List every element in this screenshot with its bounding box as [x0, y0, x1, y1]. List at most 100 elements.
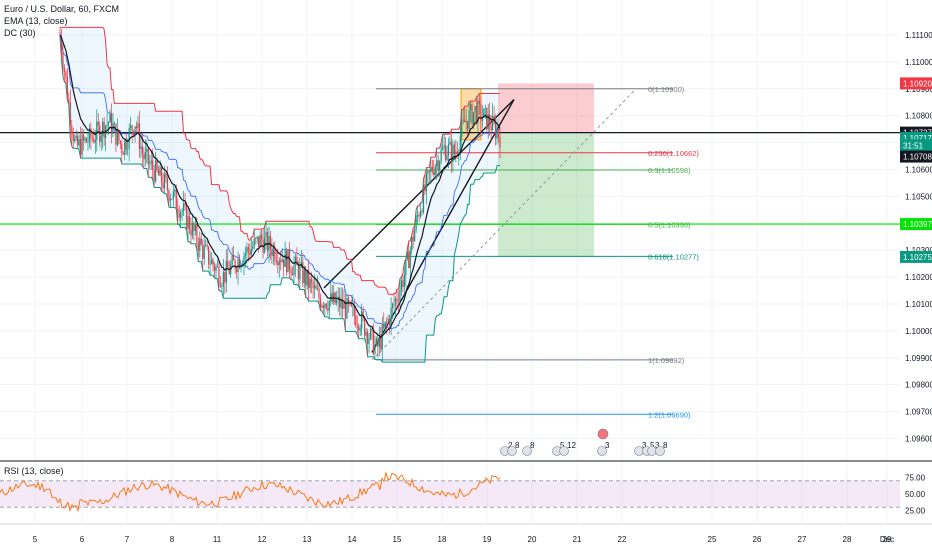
fib-label: 0.618(1.10277)	[648, 252, 699, 261]
candle-body	[210, 259, 213, 264]
candle-body	[243, 255, 245, 265]
candle-body	[208, 246, 210, 265]
candle-body	[456, 151, 458, 154]
candle-body	[233, 255, 235, 261]
candle-body	[425, 174, 428, 192]
candle-body	[187, 216, 189, 229]
candle-body	[194, 224, 196, 231]
candle-body	[185, 205, 188, 229]
candle-body	[493, 116, 495, 123]
candle-body	[180, 212, 182, 218]
candle-body	[396, 298, 398, 302]
candle-body	[293, 264, 295, 276]
candle-body	[224, 271, 226, 283]
candle-body	[450, 141, 453, 162]
candle-body	[394, 298, 397, 305]
candle-body	[216, 266, 219, 268]
candle-body	[297, 264, 299, 280]
event-count: 8	[515, 441, 520, 450]
candle-body	[63, 68, 66, 72]
dc-legend[interactable]: DC (30)	[4, 28, 36, 38]
candle-body	[302, 261, 304, 284]
candle-body	[431, 166, 433, 172]
candle-body	[215, 266, 217, 271]
candle-body	[393, 304, 395, 305]
x-tick-label: 26	[753, 535, 762, 544]
y-tick-label: 1.10100	[905, 300, 932, 309]
y-tick-label: 1.09800	[905, 381, 932, 390]
ema-legend[interactable]: EMA (13, close)	[4, 16, 68, 26]
candle-body	[336, 299, 338, 304]
y-tick-label: 1.10800	[905, 112, 932, 121]
candle-body	[269, 235, 272, 250]
candle-body	[141, 146, 144, 154]
candle-body	[377, 338, 379, 347]
x-tick-label: 21	[573, 535, 582, 544]
candle-body	[116, 129, 118, 145]
candle-body	[316, 288, 319, 290]
candle-body	[497, 130, 500, 137]
candle-body	[362, 311, 364, 318]
candle-body	[249, 250, 251, 255]
candle-body	[75, 135, 77, 139]
candle-body	[247, 247, 249, 251]
candle-body	[290, 269, 292, 274]
y-tick-label: 1.09600	[905, 434, 932, 443]
candle-body	[144, 151, 146, 160]
candle-body	[327, 308, 329, 311]
candle-body	[193, 223, 195, 231]
candle-body	[374, 344, 376, 354]
candle-body	[439, 161, 441, 171]
candle-body	[112, 124, 114, 134]
x-tick-label: 5	[33, 535, 38, 544]
candle-body	[106, 124, 108, 127]
candle-body	[259, 234, 261, 247]
candle-body	[212, 259, 214, 266]
candle-body	[234, 260, 236, 270]
candle-body	[174, 189, 176, 192]
candle-body	[277, 261, 279, 266]
candle-body	[481, 117, 483, 121]
event-count: 3	[605, 441, 610, 450]
candle-body	[71, 125, 73, 134]
candle-body	[265, 232, 267, 238]
candle-body	[321, 305, 323, 308]
candle-body	[371, 328, 373, 330]
event-flag-icon	[655, 446, 665, 456]
price-tag-label: 1.10920	[903, 79, 932, 88]
candle-body	[281, 259, 283, 262]
candle-body	[206, 245, 208, 247]
candle-body	[147, 148, 149, 165]
candle-body	[449, 141, 451, 145]
rsi-legend[interactable]: RSI (13, close)	[4, 466, 64, 476]
rsi-tick-label: 75.00	[905, 474, 926, 483]
event-count: 3	[642, 441, 647, 450]
price-tag-label: 1.10397	[903, 220, 932, 229]
candle-body	[94, 140, 96, 143]
candle-body	[499, 136, 501, 148]
x-tick-label: 15	[393, 535, 402, 544]
candle-body	[153, 169, 155, 182]
candle-body	[378, 336, 380, 347]
candle-body	[143, 153, 145, 160]
x-tick-label: 13	[303, 535, 312, 544]
candle-body	[190, 229, 192, 236]
candle-body	[294, 256, 297, 265]
x-tick-label: 18	[438, 535, 447, 544]
y-tick-label: 1.10500	[905, 192, 932, 201]
event-count: 8	[663, 441, 668, 450]
price-tag	[900, 150, 932, 163]
symbol-legend[interactable]: Euro / U.S. Dollar, 60, FXCM	[4, 4, 120, 14]
candle-body	[383, 325, 385, 328]
candle-body	[284, 250, 286, 267]
candle-body	[84, 138, 86, 141]
candle-body	[81, 134, 83, 155]
candle-body	[409, 250, 411, 269]
candle-body	[155, 160, 157, 182]
x-tick-label: 11	[213, 535, 222, 544]
x-tick-label: 28	[843, 535, 852, 544]
candle-body	[271, 249, 273, 257]
fib-label: 1(1.09892)	[648, 356, 685, 365]
candle-body	[137, 123, 139, 128]
